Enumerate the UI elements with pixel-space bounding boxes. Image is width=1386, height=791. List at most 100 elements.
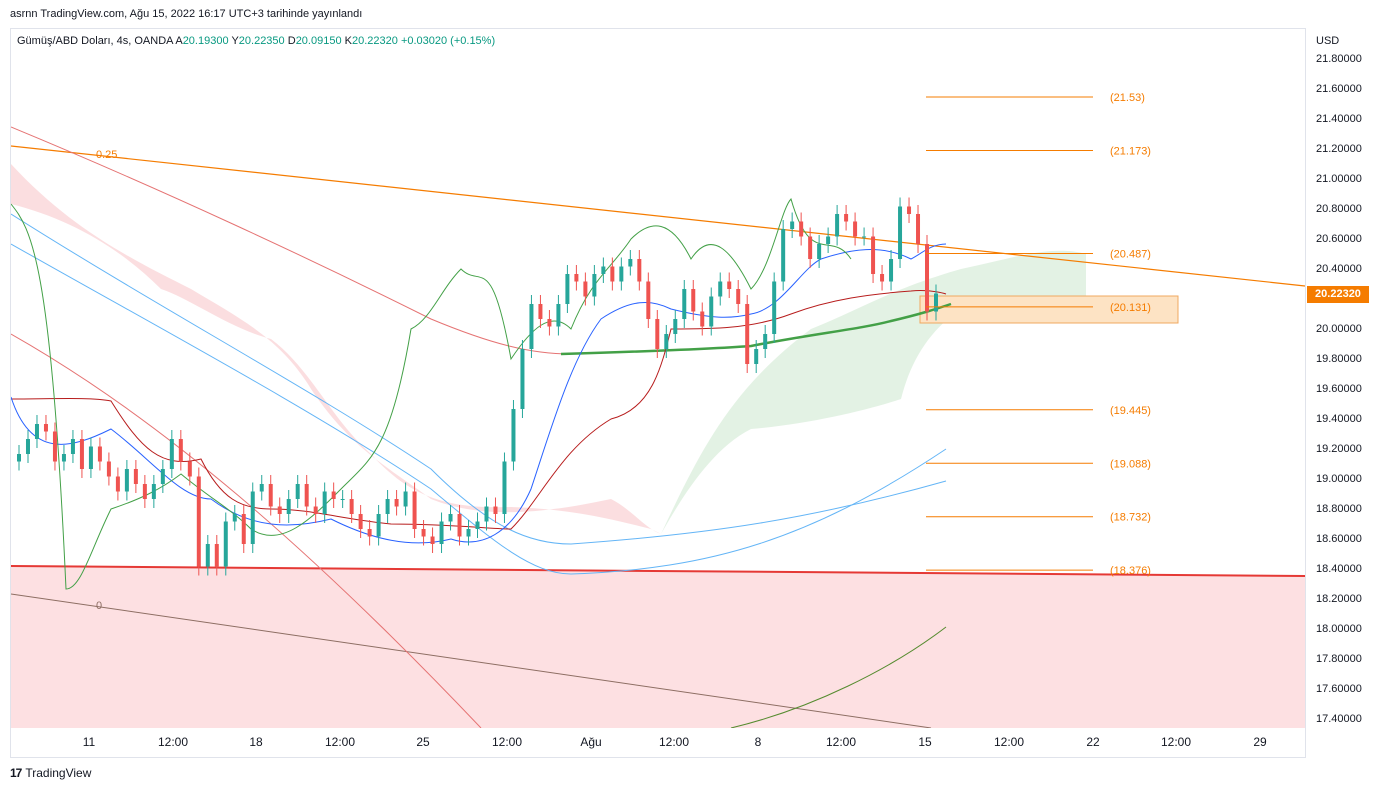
candle-body xyxy=(358,514,363,529)
x-tick-label: 12:00 xyxy=(659,735,689,749)
footer[interactable]: 17 TradingView xyxy=(10,766,91,780)
y-tick-label: 19.80000 xyxy=(1316,353,1362,365)
steep-red-line xyxy=(11,333,482,728)
candle-body xyxy=(331,491,336,499)
candle-body xyxy=(601,266,606,274)
candle-body xyxy=(421,529,426,537)
x-tick-label: 12:00 xyxy=(994,735,1024,749)
candle-body xyxy=(268,484,273,507)
channel-label: 0.25 xyxy=(96,149,117,161)
open-label: A xyxy=(175,35,183,47)
candle-body xyxy=(61,454,66,462)
candle-body xyxy=(691,289,696,312)
y-tick-label: 20.00000 xyxy=(1316,323,1362,335)
lower-green-line xyxy=(730,626,947,728)
candle-body xyxy=(727,281,732,289)
candle-body xyxy=(376,514,381,537)
close-label: K xyxy=(344,35,352,47)
high-label: Y xyxy=(231,35,239,47)
symbol-name: Gümüş/ABD Doları, 4s, OANDA xyxy=(17,35,173,47)
y-tick-label: 21.80000 xyxy=(1316,53,1362,65)
candle-body xyxy=(250,491,255,544)
y-tick-label: 19.20000 xyxy=(1316,443,1362,455)
fib-level-label: (21.53) xyxy=(1110,92,1145,104)
x-tick-label: 12:00 xyxy=(826,735,856,749)
candle-body xyxy=(196,476,201,567)
y-tick-label: 17.60000 xyxy=(1316,683,1362,695)
currency-label: USD xyxy=(1316,35,1340,47)
fib-level-label: (21.173) xyxy=(1110,146,1151,158)
candle-body xyxy=(871,236,876,274)
fib-levels: (21.53) (21.173) (20.487) (20.131) (19.445) (… xyxy=(926,92,1151,577)
candle-body xyxy=(412,491,417,529)
chikou-line xyxy=(11,198,852,590)
candle-body xyxy=(655,319,660,349)
candle-body xyxy=(304,484,309,507)
candle-body xyxy=(637,259,642,282)
candle-body xyxy=(313,506,318,514)
fib-level-label: (20.131) xyxy=(1110,302,1151,314)
x-tick-label: 12:00 xyxy=(325,735,355,749)
candle-body xyxy=(781,229,786,282)
high-value: 20.22350 xyxy=(238,35,285,47)
candle-body xyxy=(133,469,138,484)
candle-body xyxy=(862,236,867,238)
candle-body xyxy=(52,431,57,462)
candle-body xyxy=(484,506,489,522)
candle-body xyxy=(277,506,282,514)
candle-body xyxy=(457,514,462,537)
current-zone-box xyxy=(919,295,1179,324)
sky-ma-line xyxy=(11,243,947,575)
candle-body xyxy=(736,289,741,304)
candle-body xyxy=(295,484,300,499)
change-value: +0.03020 (+0.15%) xyxy=(400,35,496,47)
candle-body xyxy=(610,266,615,282)
price-chart[interactable]: (21.53) (21.173) (20.487) (20.131) (19.445) (… xyxy=(11,29,1305,728)
green-ma-line xyxy=(560,302,952,356)
candle-body xyxy=(151,484,156,499)
current-price-tag: 20.22320 xyxy=(1307,286,1369,303)
candle-body xyxy=(565,274,570,304)
time-axis[interactable]: 11 12:00 18 12:00 25 12:00 Ağu 12:00 8 12:00 15 12:… xyxy=(11,729,1305,757)
chart-frame[interactable] xyxy=(10,28,1306,758)
candle-body xyxy=(340,499,345,500)
low-label: D xyxy=(287,35,296,47)
candle-body xyxy=(97,446,102,462)
candle-body xyxy=(880,274,885,282)
y-tick-label: 21.40000 xyxy=(1316,113,1362,125)
x-tick-label: 11 xyxy=(83,735,96,749)
candle-body xyxy=(232,514,237,522)
y-tick-label: 18.00000 xyxy=(1316,623,1362,635)
candle-body xyxy=(925,244,930,312)
candle-body xyxy=(772,281,777,334)
candle-body xyxy=(916,214,921,244)
y-tick-label: 21.00000 xyxy=(1316,173,1362,185)
kijun-line xyxy=(11,290,947,530)
candle-body xyxy=(844,214,849,222)
close-value: 20.22320 xyxy=(351,35,398,47)
candle-body xyxy=(17,454,21,462)
candle-body xyxy=(214,544,219,567)
y-tick-label: 17.40000 xyxy=(1316,713,1362,725)
brand-name: TradingView xyxy=(25,766,92,780)
candle-body xyxy=(115,476,120,492)
candle-body xyxy=(70,439,75,454)
cloud-bullish xyxy=(661,250,1086,534)
candle-body xyxy=(583,281,588,297)
x-tick-label: 12:00 xyxy=(1161,735,1191,749)
candle-body xyxy=(646,281,651,319)
candle-body xyxy=(799,221,804,237)
x-tick-label: 15 xyxy=(918,735,932,749)
x-tick-label: Ağu xyxy=(580,735,601,749)
fib-level-label: (18.376) xyxy=(1110,565,1151,577)
candle-body xyxy=(664,334,669,349)
price-axis[interactable]: 21.80000 21.60000 21.40000 21.20000 21.00000… xyxy=(1306,28,1386,728)
x-tick-label: 12:00 xyxy=(492,735,522,749)
channel-lower-line xyxy=(11,593,932,728)
y-tick-label: 19.00000 xyxy=(1316,473,1362,485)
candle-body xyxy=(79,439,84,469)
tv-logo-icon: 17 xyxy=(10,766,22,780)
y-tick-label: 21.20000 xyxy=(1316,143,1362,155)
candle-body xyxy=(853,221,858,237)
candle-body xyxy=(826,236,831,244)
